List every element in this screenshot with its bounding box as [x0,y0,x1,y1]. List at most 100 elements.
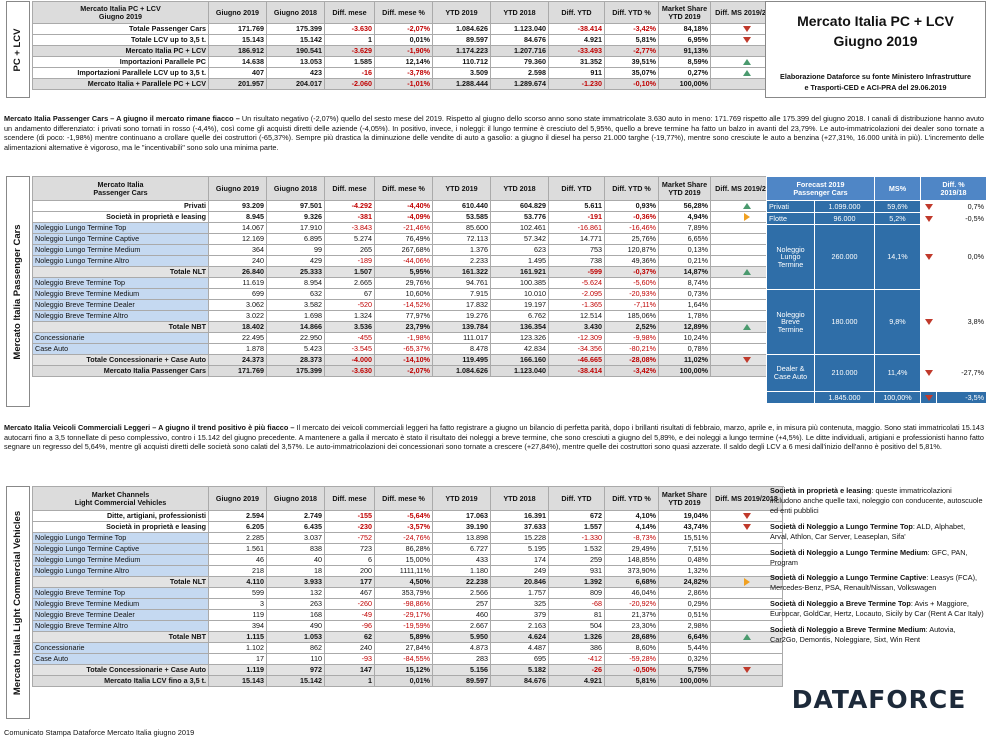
table-row: Importazioni Parallele LCV up to 3,5 t. 4… [32,67,783,79]
cell-value: 249 [490,565,549,577]
cell-value: -14,52% [374,299,433,311]
cell-value: 89.597 [432,34,491,46]
table-row: Case Auto 17 110 -93 -84,55% 283 695 -412 -59,28… [32,653,783,665]
column-header: Diff. mese % [374,486,433,511]
cell-value: -5.624 [548,277,605,289]
table-row: Noleggio Lungo Termine Captive 12.169 6.89… [32,233,783,245]
cell-value: 171.769 [208,23,267,35]
table-row: Mercato Italia PC + LCV 186.912 190.541 -3.… [32,45,783,57]
cell-value: 18 [266,565,325,577]
forecast-ms: 9,8% [874,289,921,355]
cell-value: 407 [208,67,267,79]
cell-value: -49 [324,609,375,621]
forecast-value: 1.099.000 [814,200,875,213]
table-row: Mercato Italia Passenger Cars 171.769 175.… [32,365,783,377]
cell-value: 2.566 [432,587,491,599]
forecast-label: Noleggio Lungo Termine [766,224,815,290]
cell-value: -260 [324,598,375,610]
cell-value: 94.761 [432,277,491,289]
forecast-label: Noleggio Breve Termine [766,289,815,355]
forecast-ms: 14,1% [874,224,921,290]
forecast-label [766,391,815,404]
forecast-ms: 11,4% [874,354,921,392]
cell-value: 2.594 [208,510,267,522]
definition-note: Società di Noleggio a Breve Termine Medi… [770,625,956,645]
forecast-row: 1.845.000 100,00% -3,5% [766,391,987,404]
trend-cell [710,675,783,687]
row-label: Totale Concessionarie + Case Auto [32,354,209,366]
table-row: Noleggio Lungo Termine Altro 218 18 200 1111… [32,565,783,577]
cell-value: 1.084.626 [432,23,491,35]
row-label: Noleggio Lungo Termine Altro [32,255,209,267]
cell-value: -20,92% [604,598,659,610]
cell-value: 0,51% [658,609,711,621]
arrow-down-icon [924,254,933,261]
cell-value: -4,09% [374,211,433,223]
cell-value: -5,64% [374,510,433,522]
column-header: Market Share YTD 2019 [658,486,711,511]
cell-value: 6,68% [604,576,659,588]
cell-value: 1.102 [208,642,267,654]
row-label: Totale NBT [32,631,209,643]
cell-value: 373,90% [604,565,659,577]
cell-value: 4,10% [604,510,659,522]
table-row: Noleggio Breve Termine Top 599 132 467 353,7… [32,587,783,599]
cell-value: 6.435 [266,521,325,533]
cell-value: -16 [324,67,375,79]
cell-value: 1.053 [266,631,325,643]
cell-value: 12,89% [658,321,711,333]
cell-value: -59,28% [604,653,659,665]
cell-value: 20.846 [490,576,549,588]
cell-value: 0,93% [604,200,659,212]
cell-value: -3,42% [604,365,659,377]
cell-value: 186.912 [208,45,267,57]
cell-value: 4,14% [604,521,659,533]
column-header: Diff. YTD [548,176,605,201]
row-label: Noleggio Breve Termine Top [32,277,209,289]
column-header: Diff. mese % [374,176,433,201]
table-row: Noleggio Lungo Termine Medium 46 40 6 15,00%… [32,554,783,566]
cell-value: 6.205 [208,521,267,533]
cell-value: -412 [548,653,605,665]
table-row: Noleggio Breve Termine Altro 394 490 -96 -19… [32,620,783,632]
cell-value: 4.921 [548,675,605,687]
forecast-value: 260.000 [814,224,875,290]
page-subtitle-date: Giugno 2019 [833,33,918,49]
cell-value: 23,79% [374,321,433,333]
cell-value: 15.143 [208,675,267,687]
cell-value: -98,86% [374,598,433,610]
cell-value: 14.771 [548,233,605,245]
cell-value: -8,73% [604,532,659,544]
cell-value: -19,59% [374,620,433,632]
cell-value: 467 [324,587,375,599]
cell-value: -3,57% [374,521,433,533]
row-label: Privati [32,200,209,212]
forecast-diff: 3,8% [935,289,987,355]
cell-value: -5,60% [604,277,659,289]
cell-value: -33.493 [548,45,605,57]
forecast-diff: 0,0% [935,224,987,290]
cell-value: 8,60% [604,642,659,654]
cell-value: 17.832 [432,299,491,311]
cell-value: 139.784 [432,321,491,333]
cell-value: 753 [548,244,605,256]
forecast-diff: -3,5% [935,391,987,404]
page-title: Mercato Italia PC + LCV [797,13,954,29]
cell-value: 1.532 [548,543,605,555]
cell-value: 19,04% [658,510,711,522]
cell-value: 4.921 [548,34,605,46]
cell-value: 0,27% [658,67,711,79]
column-header: Diff. mese [324,486,375,511]
cell-value: 35,07% [604,67,659,79]
arrow-down-icon [742,524,751,531]
cell-value: 5.274 [324,233,375,245]
cell-value: 5.182 [490,664,549,676]
table-row: Noleggio Lungo Termine Top 14.067 17.910 -3… [32,222,783,234]
row-label: Concessionarie [32,332,209,344]
forecast-row: Flotte 96.000 5,2% -0,5% [766,212,987,225]
cell-value: 10,60% [374,288,433,300]
arrow-up-icon [742,634,751,641]
cell-value: 3.933 [266,576,325,588]
table-row: Noleggio Lungo Termine Medium 364 99 265 267… [32,244,783,256]
cell-value: 972 [266,664,325,676]
